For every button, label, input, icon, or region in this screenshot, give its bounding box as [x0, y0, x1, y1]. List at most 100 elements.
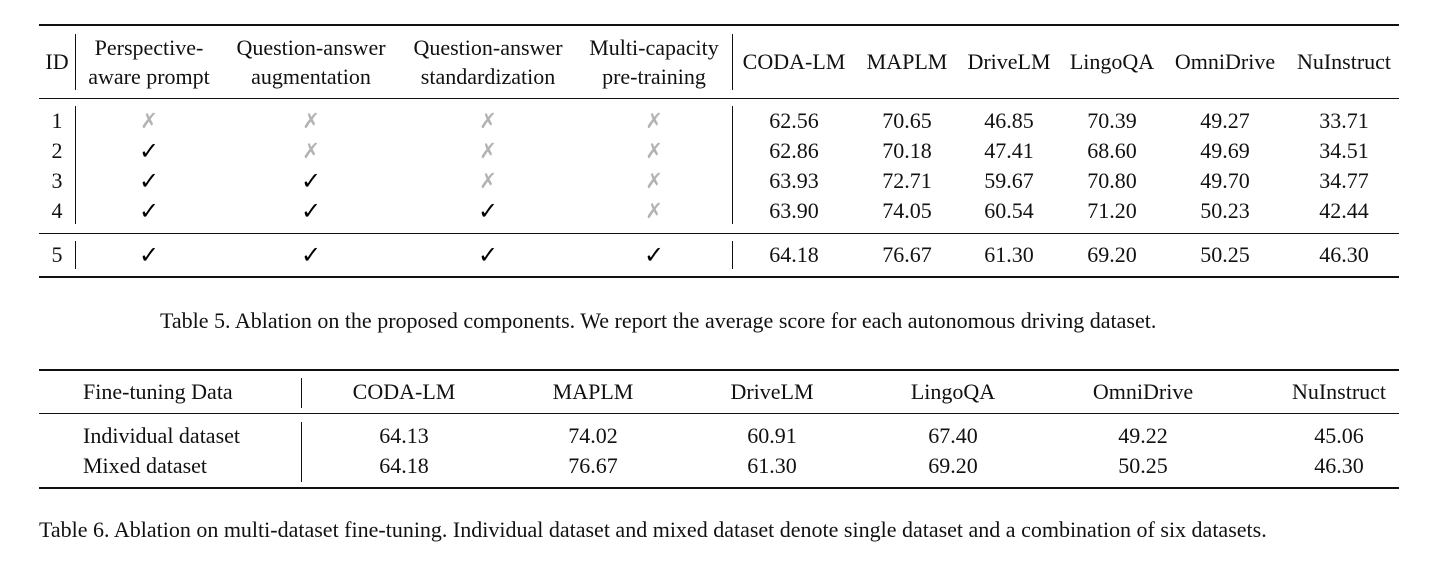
cross-icon: ✗ — [140, 109, 158, 133]
row-id: 5 — [51, 242, 63, 267]
score-cell: 50.25 — [1200, 242, 1250, 267]
cross-icon: ✗ — [479, 109, 497, 133]
cross-icon: ✗ — [479, 169, 497, 193]
cross-icon: ✗ — [302, 109, 320, 133]
table-5-bottom-rule — [39, 276, 1399, 278]
score-cell: 70.80 — [1087, 168, 1137, 193]
row-label: Individual dataset — [83, 423, 241, 448]
header-fine-tuning-data: Fine-tuning Data — [83, 379, 233, 404]
t6-header-omnidrive: OmniDrive — [1092, 379, 1194, 404]
score-cell: 61.30 — [747, 453, 797, 478]
table-5-header-rule — [39, 98, 1399, 99]
score-cell: 67.40 — [928, 423, 978, 448]
score-cell: 63.90 — [769, 198, 819, 223]
score-cell: 46.30 — [1319, 242, 1369, 267]
checkmark-icon: ✓ — [138, 167, 160, 195]
header-drivelm: DriveLM — [967, 49, 1051, 74]
row-id: 3 — [51, 168, 63, 193]
score-cell: 50.23 — [1200, 198, 1250, 223]
header-nuinstruct: NuInstruct — [1296, 49, 1392, 74]
score-cell: 47.41 — [984, 138, 1034, 163]
table-6-caption: Table 6. Ablation on multi-dataset fine-… — [39, 517, 1267, 542]
cross-icon: ✗ — [645, 109, 663, 133]
score-cell: 60.54 — [984, 198, 1034, 223]
t6-header-maplm: MAPLM — [552, 379, 634, 404]
score-cell: 34.51 — [1319, 138, 1369, 163]
t6-header-nuinstruct: NuInstruct — [1291, 379, 1387, 404]
header-coda-lm: CODA-LM — [742, 49, 846, 74]
t6-header-drivelm: DriveLM — [730, 379, 814, 404]
row-id: 4 — [51, 198, 63, 223]
score-cell: 42.44 — [1319, 198, 1369, 223]
header-perspective-line-2: aware prompt — [88, 64, 210, 89]
checkmark-icon: ✓ — [643, 241, 665, 269]
table-5-mid-rule — [39, 233, 1399, 234]
score-cell: 74.05 — [882, 198, 932, 223]
cross-icon: ✗ — [645, 139, 663, 163]
cross-icon: ✗ — [645, 199, 663, 223]
checkmark-icon: ✓ — [477, 241, 499, 269]
table-5-vbar-body-left — [75, 106, 76, 224]
table-6-vbar-header — [301, 378, 302, 408]
table-5-top-rule — [39, 24, 1399, 26]
table-5-caption: Table 5. Ablation on the proposed compon… — [160, 308, 1157, 333]
table-5-vbar-header-right — [732, 34, 733, 90]
score-cell: 49.69 — [1200, 138, 1250, 163]
header-multi-cap-line-2: pre-training — [602, 64, 706, 89]
checkmark-icon: ✓ — [138, 137, 160, 165]
score-cell: 46.85 — [984, 108, 1034, 133]
cross-icon: ✗ — [479, 139, 497, 163]
checkmark-icon: ✓ — [138, 241, 160, 269]
score-cell: 68.60 — [1087, 138, 1137, 163]
score-cell: 74.02 — [568, 423, 618, 448]
t6-header-lingoqa: LingoQA — [910, 379, 996, 404]
table-5-vbar-final-right — [732, 241, 733, 269]
header-maplm: MAPLM — [866, 49, 948, 74]
table-5-vbar-final-left — [75, 241, 76, 269]
score-cell: 60.91 — [747, 423, 797, 448]
score-cell: 76.67 — [568, 453, 618, 478]
score-cell: 72.71 — [882, 168, 932, 193]
header-lingoqa: LingoQA — [1069, 49, 1155, 74]
checkmark-icon: ✓ — [300, 197, 322, 225]
score-cell: 70.65 — [882, 108, 932, 133]
table-6-header-rule — [39, 413, 1399, 414]
score-cell: 49.27 — [1200, 108, 1250, 133]
header-omnidrive: OmniDrive — [1174, 49, 1276, 74]
row-id: 1 — [51, 108, 63, 133]
table-5-vbar-header-left — [75, 34, 76, 90]
checkmark-icon: ✓ — [138, 197, 160, 225]
score-cell: 76.67 — [882, 242, 932, 267]
header-qa-aug-line-2: augmentation — [251, 64, 371, 89]
score-cell: 61.30 — [984, 242, 1034, 267]
score-cell: 63.93 — [769, 168, 819, 193]
header-id: ID — [45, 49, 69, 74]
table-6-bottom-rule — [39, 487, 1399, 489]
score-cell: 34.77 — [1319, 168, 1369, 193]
score-cell: 49.70 — [1200, 168, 1250, 193]
header-qa-std-line-2: standardization — [420, 64, 556, 89]
score-cell: 64.18 — [379, 453, 429, 478]
score-cell: 64.13 — [379, 423, 429, 448]
score-cell: 70.39 — [1087, 108, 1137, 133]
checkmark-icon: ✓ — [300, 241, 322, 269]
score-cell: 50.25 — [1118, 453, 1168, 478]
score-cell: 49.22 — [1118, 423, 1168, 448]
t6-header-coda-lm: CODA-LM — [352, 379, 456, 404]
score-cell: 64.18 — [769, 242, 819, 267]
header-qa-std-line-1: Question-answer — [413, 35, 563, 60]
score-cell: 45.06 — [1314, 423, 1364, 448]
score-cell: 71.20 — [1087, 198, 1137, 223]
header-multi-cap-line-1: Multi-capacity — [589, 35, 719, 60]
checkmark-icon: ✓ — [300, 167, 322, 195]
score-cell: 33.71 — [1319, 108, 1369, 133]
row-id: 2 — [51, 138, 63, 163]
cross-icon: ✗ — [645, 169, 663, 193]
score-cell: 62.86 — [769, 138, 819, 163]
checkmark-icon: ✓ — [477, 197, 499, 225]
row-label: Mixed dataset — [83, 453, 208, 478]
table-5-vbar-body-right — [732, 106, 733, 224]
score-cell: 69.20 — [1087, 242, 1137, 267]
header-qa-aug-line-1: Question-answer — [236, 35, 386, 60]
